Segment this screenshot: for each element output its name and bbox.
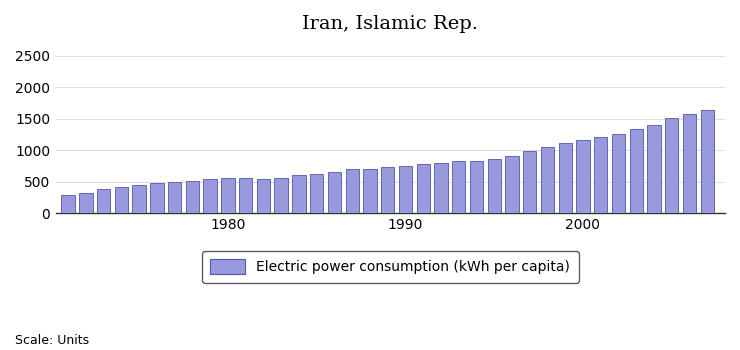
- Bar: [132, 185, 146, 213]
- Bar: [239, 178, 252, 213]
- Title: Iran, Islamic Rep.: Iran, Islamic Rep.: [303, 15, 478, 33]
- Bar: [541, 147, 554, 213]
- Bar: [488, 159, 501, 213]
- Bar: [310, 174, 323, 213]
- Legend: Electric power consumption (kWh per capita): Electric power consumption (kWh per capi…: [202, 251, 579, 282]
- Bar: [523, 152, 536, 213]
- Bar: [97, 189, 110, 213]
- Bar: [292, 175, 306, 213]
- Bar: [186, 181, 199, 213]
- Bar: [204, 179, 217, 213]
- Bar: [417, 164, 430, 213]
- Bar: [683, 114, 696, 213]
- Bar: [630, 130, 643, 213]
- Bar: [61, 195, 75, 213]
- Bar: [150, 183, 164, 213]
- Bar: [701, 110, 714, 213]
- Bar: [115, 187, 128, 213]
- Bar: [434, 163, 448, 213]
- Bar: [275, 178, 288, 213]
- Bar: [221, 178, 235, 213]
- Bar: [594, 137, 608, 213]
- Bar: [505, 156, 519, 213]
- Bar: [363, 169, 377, 213]
- Text: Scale: Units: Scale: Units: [15, 334, 89, 346]
- Bar: [257, 179, 270, 213]
- Bar: [452, 161, 465, 213]
- Bar: [381, 167, 394, 213]
- Bar: [79, 193, 92, 213]
- Bar: [559, 143, 572, 213]
- Bar: [328, 172, 341, 213]
- Bar: [470, 161, 483, 213]
- Bar: [612, 134, 625, 213]
- Bar: [648, 125, 661, 213]
- Bar: [399, 166, 412, 213]
- Bar: [168, 182, 181, 213]
- Bar: [346, 169, 359, 213]
- Bar: [576, 140, 590, 213]
- Bar: [665, 118, 679, 213]
